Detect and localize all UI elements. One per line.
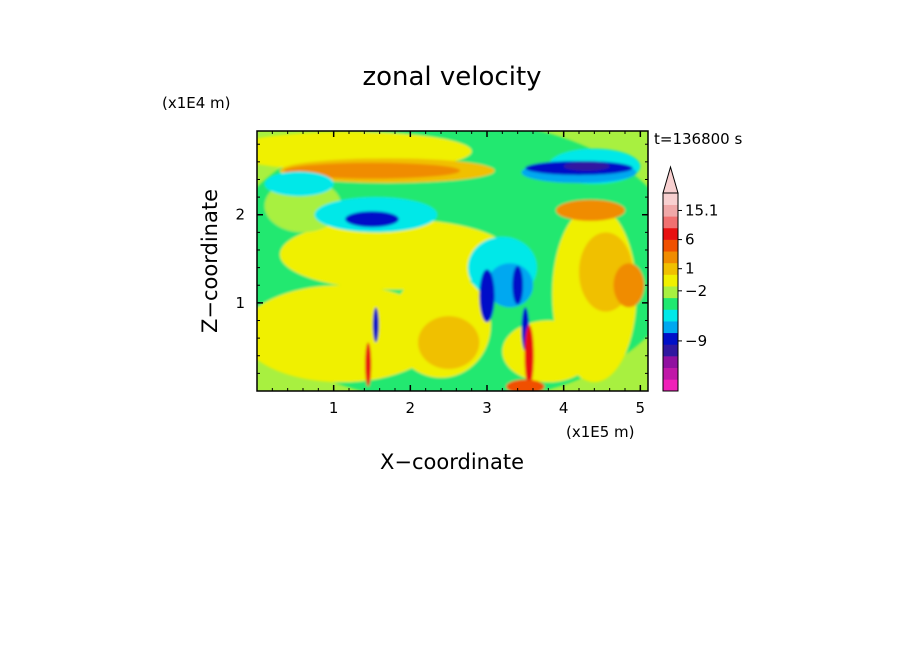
x-tick-label-4: 5 — [636, 399, 646, 417]
contour-region-22 — [479, 269, 495, 323]
contour-regions — [257, 131, 648, 391]
colorbar-tick-label-3: −2 — [685, 282, 707, 300]
contour-region-14 — [264, 171, 334, 197]
contour-region-28 — [365, 342, 372, 387]
y-unit-label: (x1E4 m) — [162, 94, 231, 112]
colorbar-extend-arrow — [662, 165, 679, 194]
colorbar-level-14 — [663, 216, 678, 229]
contour-region-11 — [283, 162, 461, 179]
contour-region-24 — [372, 307, 379, 343]
colorbar-frame — [662, 192, 679, 392]
colorbar-level-2 — [663, 356, 678, 369]
colorbar-tick-label-4: −9 — [685, 332, 707, 350]
contour-region-8 — [418, 316, 480, 369]
contour-region-12 — [556, 199, 625, 221]
colorbar-level-4 — [663, 332, 678, 345]
colorbar-level-1 — [663, 367, 678, 380]
colorbar: 15.1 6 1 −2 −9 — [662, 165, 718, 392]
colorbar-level-6 — [663, 309, 678, 322]
colorbar-level-13 — [663, 227, 678, 240]
colorbar-level-8 — [663, 286, 678, 299]
x-tick-label-1: 2 — [406, 399, 416, 417]
y-tick-label-0: 1 — [235, 294, 245, 312]
contour-region-20 — [345, 211, 399, 228]
colorbar-tick-label-2: 1 — [685, 260, 695, 278]
colorbar-level-3 — [663, 344, 678, 357]
colorbar-level-11 — [663, 251, 678, 264]
colorbar-level-9 — [663, 274, 678, 287]
x-tick-label-2: 3 — [482, 399, 492, 417]
contour-region-23 — [512, 265, 524, 305]
colorbar-level-16 — [663, 193, 678, 205]
x-unit-label: (x1E5 m) — [566, 423, 635, 441]
x-axis-label: X−coordinate — [380, 450, 524, 474]
contour-region-27 — [524, 324, 534, 387]
x-axis: 1 2 3 4 5 — [271, 131, 646, 417]
contour-region-6 — [502, 320, 595, 383]
colorbar-level-15 — [663, 204, 678, 217]
x-tick-label-0: 1 — [329, 399, 339, 417]
y-tick-label-1: 2 — [235, 206, 245, 224]
contour-field — [257, 131, 648, 391]
plot-frame — [256, 130, 649, 392]
colorbar-level-5 — [663, 321, 678, 334]
y-axis-label: Z−coordinate — [198, 189, 222, 333]
colorbar-level-0 — [663, 379, 678, 392]
x-tick-label-3: 4 — [559, 399, 569, 417]
colorbar-level-7 — [663, 297, 678, 310]
colorbar-tick-label-1: 6 — [685, 231, 695, 249]
chart-title: zonal velocity — [362, 62, 541, 92]
contour-region-3 — [280, 219, 510, 290]
colorbar-tick-label-0: 15.1 — [685, 201, 718, 219]
contour-region-29 — [506, 379, 545, 391]
colorbar-level-10 — [663, 262, 678, 275]
time-label: t=136800 s — [654, 130, 742, 148]
contour-region-26 — [563, 161, 610, 171]
y-axis: 12 — [235, 143, 648, 374]
colorbar-level-12 — [663, 239, 678, 252]
contour-region-13 — [613, 263, 645, 308]
